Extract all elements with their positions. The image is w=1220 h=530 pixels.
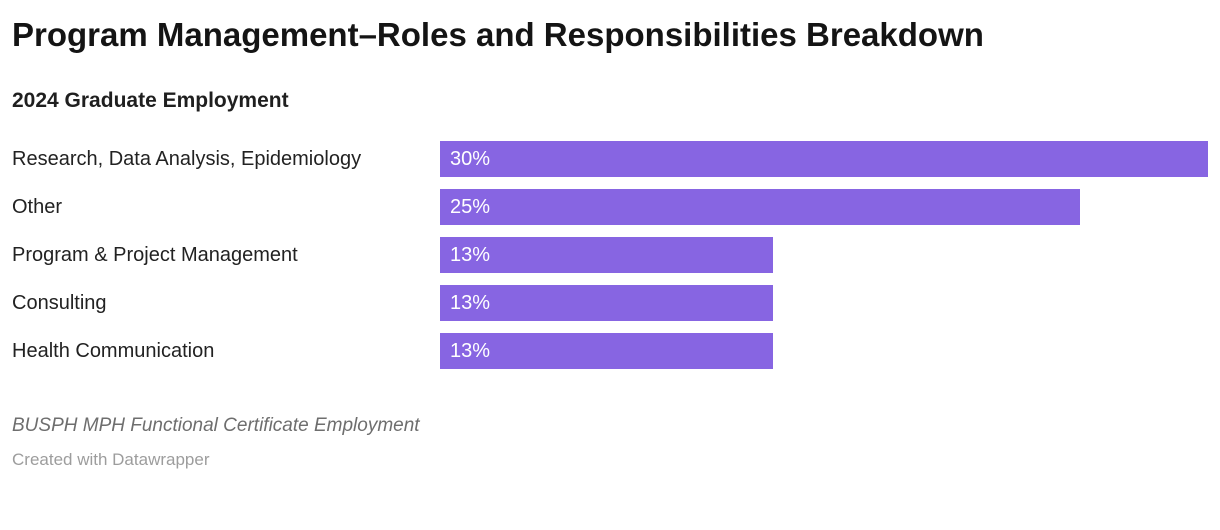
bar: 13% — [440, 285, 773, 322]
bar: 25% — [440, 189, 1080, 226]
bar-value-label: 13% — [450, 339, 491, 362]
bar-track: 30% — [440, 141, 1208, 178]
bar-row: Health Communication 13% — [12, 333, 1208, 370]
bar-category-label: Consulting — [12, 291, 107, 314]
bar-value-label: 13% — [450, 291, 491, 314]
bar: 13% — [440, 333, 773, 370]
bar-chart: Research, Data Analysis, Epidemiology 30%… — [12, 141, 1208, 370]
bar-row: Consulting 13% — [12, 285, 1208, 322]
chart-subtitle: 2024 Graduate Employment — [12, 89, 289, 113]
bar-track: 13% — [440, 333, 1208, 370]
bar-row: Research, Data Analysis, Epidemiology 30% — [12, 141, 1208, 178]
bar-category-label: Health Communication — [12, 339, 215, 362]
chart-title: Program Management–Roles and Responsibil… — [12, 16, 984, 53]
source-note: BUSPH MPH Functional Certificate Employm… — [12, 415, 420, 437]
bar-row: Other 25% — [12, 189, 1208, 226]
datawrapper-attribution-link[interactable]: Created with Datawrapper — [12, 450, 210, 470]
bar-track: 13% — [440, 237, 1208, 274]
bar-category-label: Other — [12, 195, 63, 218]
bar-value-label: 30% — [450, 147, 491, 170]
bar-value-label: 25% — [450, 195, 491, 218]
bar-track: 13% — [440, 285, 1208, 322]
bar: 30% — [440, 141, 1208, 178]
bar-value-label: 13% — [450, 243, 491, 266]
bar: 13% — [440, 237, 773, 274]
bar-category-label: Program & Project Management — [12, 243, 298, 266]
bar-track: 25% — [440, 189, 1208, 226]
bar-row: Program & Project Management 13% — [12, 237, 1208, 274]
bar-category-label: Research, Data Analysis, Epidemiology — [12, 147, 362, 170]
